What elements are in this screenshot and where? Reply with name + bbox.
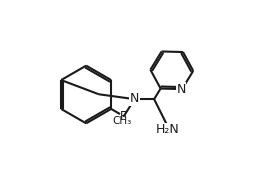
Text: F: F [120,110,127,123]
Text: N: N [176,83,186,96]
Text: N: N [130,92,139,105]
Text: CH₃: CH₃ [112,116,131,126]
Text: H₂N: H₂N [155,123,179,136]
